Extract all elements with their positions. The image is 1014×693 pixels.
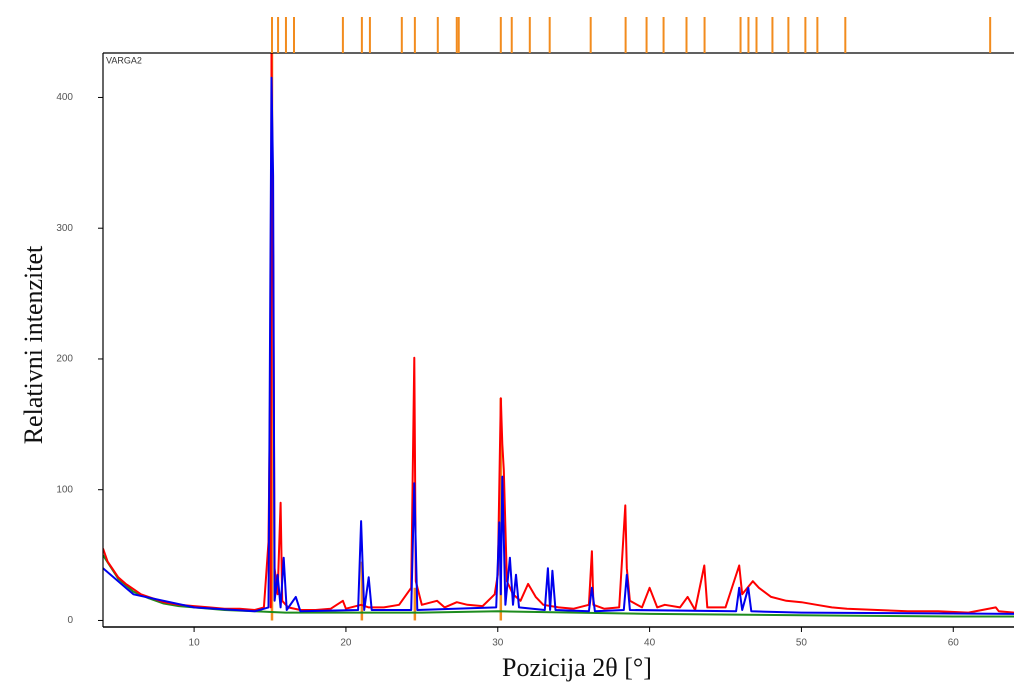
x-axis-label: Pozicija 2θ [°] xyxy=(502,653,652,682)
y-tick-label: 400 xyxy=(56,92,73,103)
plot-area xyxy=(103,53,1014,621)
pattern-line xyxy=(103,76,1014,615)
x-tick-label: 20 xyxy=(340,638,352,649)
y-axis-label: Relativni intenzitet xyxy=(19,245,48,444)
x-tick-label: 50 xyxy=(796,638,808,649)
y-tick-label: 300 xyxy=(56,223,73,234)
x-tick-label: 60 xyxy=(948,638,960,649)
pattern-line xyxy=(103,53,1014,614)
annotation: VARGA2 xyxy=(106,55,142,65)
y-tick-label: 200 xyxy=(56,354,73,365)
y-tick-label: 0 xyxy=(67,615,73,626)
x-tick-label: 10 xyxy=(189,638,201,649)
x-tick-label: 40 xyxy=(644,638,656,649)
x-tick-label: 30 xyxy=(492,638,504,649)
y-tick-label: 100 xyxy=(56,484,73,495)
